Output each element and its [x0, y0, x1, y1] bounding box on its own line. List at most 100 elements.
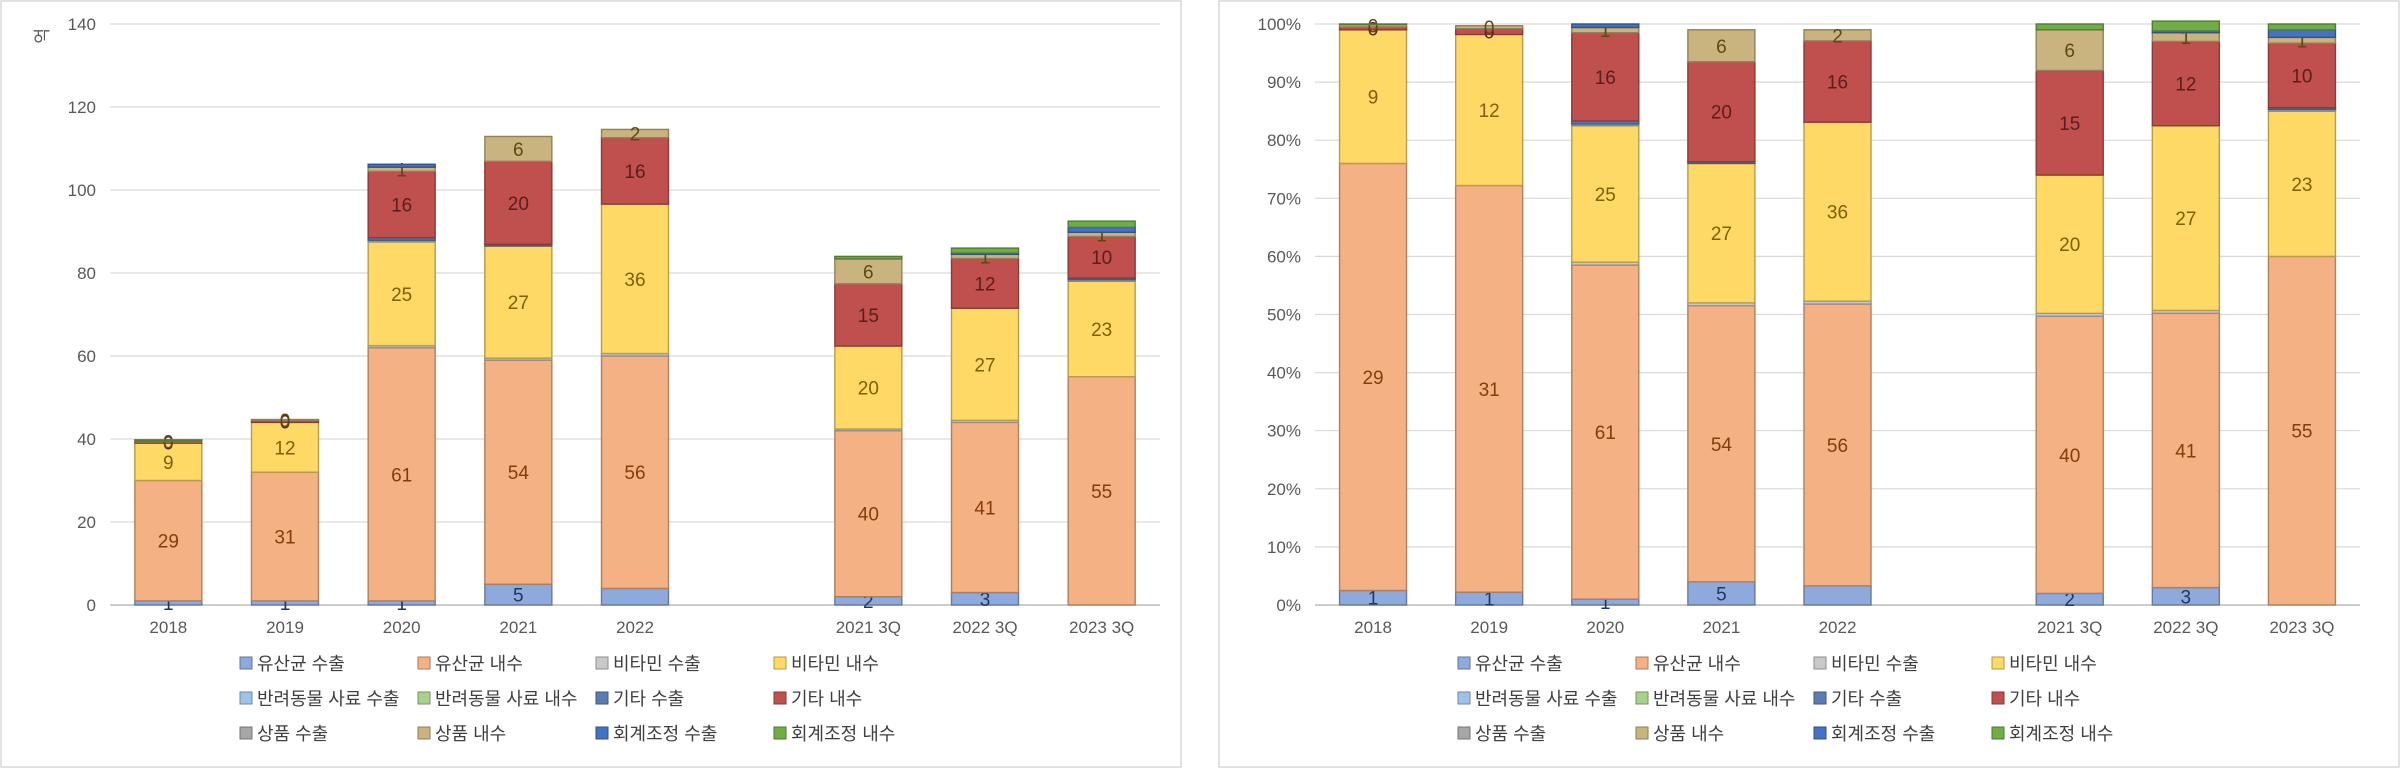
- data-label: 29: [1362, 368, 1383, 389]
- legend-label: 반려동물 사료 수출: [257, 689, 399, 709]
- absolute-stacked-bar-chart: 020406080100120140억201812990020191311200…: [33, 15, 1160, 744]
- x-tick-label: 2020: [383, 618, 421, 637]
- legend-item-유산균-내수: 유산균 내수: [417, 654, 523, 674]
- bar-segment-비타민-내수: [2151, 124, 2221, 312]
- bar-segment-기타-내수: [1067, 235, 1136, 279]
- data-label: 55: [1091, 482, 1112, 503]
- bar-segment-상품-내수: [600, 128, 670, 139]
- x-tick-label: 2022 3Q: [2153, 618, 2218, 637]
- bar-segment-유산균-내수: [1067, 376, 1136, 606]
- data-label: 54: [508, 463, 530, 484]
- legend-label: 회계조정 수출: [613, 724, 717, 744]
- legend-swatch: [1635, 656, 1649, 670]
- data-label: 15: [858, 306, 879, 327]
- legend-label: 기타 내수: [791, 689, 862, 709]
- bar-segment-회계조정-수출: [367, 163, 436, 168]
- legend-label: 유산균 수출: [257, 654, 345, 674]
- data-label: 10: [2291, 66, 2312, 87]
- bar-segment-기타-내수: [2151, 40, 2221, 127]
- legend-label: 기타 수출: [613, 689, 684, 709]
- legend-swatch: [417, 691, 431, 705]
- legend-label: 비타민 수출: [1831, 654, 1919, 674]
- data-label: 56: [624, 463, 645, 484]
- bar-segment-회계조정-내수: [1338, 23, 1408, 26]
- bar-segment-비타민-내수: [1067, 280, 1136, 378]
- bar-segment-회계조정-수출: [1571, 23, 1640, 29]
- y-tick-label: 30%: [1267, 422, 1301, 441]
- data-label: 41: [974, 498, 995, 519]
- y-tick-label: 40%: [1267, 364, 1301, 383]
- bar-segment-회계조정-내수: [134, 439, 203, 442]
- bar-segment-유산균-내수: [834, 430, 903, 598]
- legend-item-반려동물-사료-내수: 반려동물 사료 내수: [417, 689, 577, 709]
- data-label: 27: [974, 355, 995, 376]
- bar-segment-유산균-내수: [2151, 312, 2221, 589]
- bar-segment-상품-내수: [1454, 25, 1524, 30]
- data-label: 1: [396, 594, 407, 615]
- legend-item-회계조정-수출: 회계조정 수출: [1813, 724, 1935, 744]
- x-tick-label: 2021: [1702, 618, 1740, 637]
- data-label: 41: [2175, 441, 2196, 462]
- data-label: 6: [2064, 41, 2075, 62]
- data-label: 27: [2175, 209, 2196, 230]
- legend-label: 상품 내수: [435, 724, 506, 744]
- x-tick-label: 2023 3Q: [1069, 618, 1134, 637]
- data-label: 36: [624, 270, 645, 291]
- data-label: 12: [274, 438, 295, 459]
- data-label: 5: [513, 586, 524, 607]
- data-label: 5: [1716, 584, 1727, 605]
- data-label: 3: [2181, 587, 2192, 608]
- percent-stacked-bar-chart: 0%10%20%30%40%50%60%70%80%90%100%2018129…: [1258, 15, 2360, 744]
- legend-swatch: [1991, 656, 2005, 670]
- data-label: 1: [2181, 28, 2192, 49]
- data-label: 1: [1368, 589, 1379, 610]
- y-tick-label: 10%: [1267, 538, 1301, 557]
- bar-segment-기타-내수: [834, 283, 903, 347]
- y-tick-label: 0%: [1276, 596, 1301, 615]
- legend-label: 상품 수출: [1475, 724, 1546, 744]
- legend-label: 회계조정 내수: [791, 724, 895, 744]
- legend-swatch: [1813, 726, 1827, 740]
- data-label: 12: [1479, 101, 1500, 122]
- data-label: 54: [1711, 435, 1733, 456]
- data-label: 0: [1368, 19, 1379, 40]
- bar-segment-기타-내수: [484, 160, 553, 246]
- bar-segment-유산균-내수: [1454, 184, 1524, 593]
- x-tick-label: 2021 3Q: [836, 618, 901, 637]
- y-tick-label: 140: [68, 15, 96, 34]
- legend-item-상품-내수: 상품 내수: [1635, 724, 1724, 744]
- legend-item-유산균-수출: 유산균 수출: [239, 654, 345, 674]
- legend-swatch: [1635, 691, 1649, 705]
- bar-segment-유산균-내수: [1338, 162, 1408, 592]
- legend-item-상품-수출: 상품 수출: [239, 724, 328, 744]
- data-label: 16: [391, 196, 412, 217]
- data-label: 25: [391, 285, 412, 306]
- legend-swatch: [417, 656, 431, 670]
- y-tick-label: 120: [68, 98, 96, 117]
- data-label: 2: [2064, 590, 2075, 611]
- legend-swatch: [239, 656, 253, 670]
- bar-segment-상품-내수: [2035, 29, 2104, 72]
- bar-segment-기타-내수: [1803, 40, 1872, 123]
- x-tick-label: 2021 3Q: [2037, 618, 2102, 637]
- bar-segment-기타-내수: [2035, 69, 2104, 176]
- data-label: 0: [163, 434, 174, 455]
- bar-segment-회계조정-내수: [2267, 23, 2337, 31]
- y-tick-label: 80: [77, 264, 96, 283]
- legend-swatch: [773, 726, 787, 740]
- data-label: 61: [391, 465, 412, 486]
- bar-segment-유산균-내수: [950, 421, 1020, 594]
- y-tick-label: 60%: [1267, 247, 1301, 266]
- legend-swatch: [1813, 691, 1827, 705]
- legend-swatch: [1991, 726, 2005, 740]
- bar-segment-유산균-수출: [1803, 585, 1872, 606]
- legend-label: 반려동물 사료 수출: [1475, 689, 1617, 709]
- legend-swatch: [595, 691, 609, 705]
- bar-segment-유산균-내수: [2035, 315, 2104, 595]
- data-label: 16: [1827, 73, 1848, 94]
- legend-item-반려동물-사료-수출: 반려동물 사료 수출: [1457, 689, 1617, 709]
- legend-item-상품-수출: 상품 수출: [1457, 724, 1546, 744]
- data-label: 0: [163, 432, 174, 453]
- data-label: 0: [280, 411, 291, 432]
- data-label: 1: [1600, 593, 1611, 614]
